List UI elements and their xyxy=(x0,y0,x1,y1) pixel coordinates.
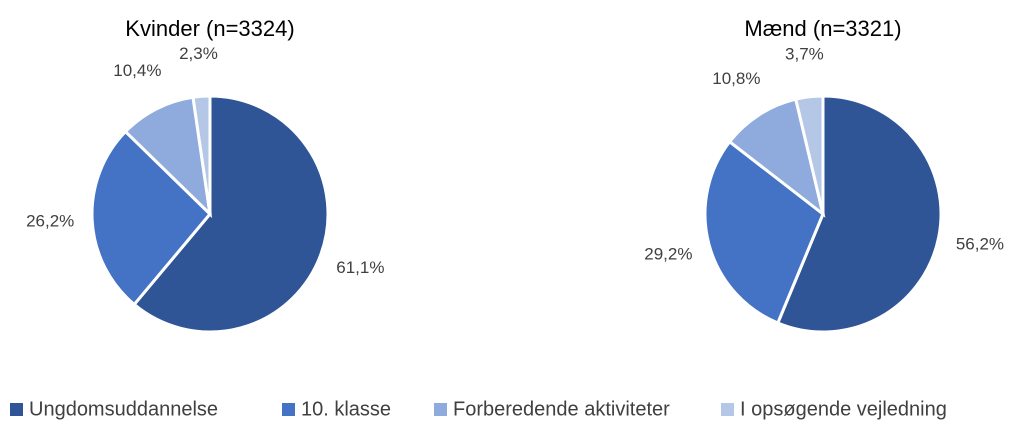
chart-title: Kvinder (n=3324) xyxy=(125,16,294,41)
pie-slice xyxy=(727,97,826,218)
data-label: 56,2% xyxy=(956,235,1004,254)
pie-slice xyxy=(775,94,943,334)
legend-label: Forberedende aktiviteter xyxy=(453,398,670,420)
pie-slice xyxy=(793,94,825,215)
legend-label: I opsøgende vejledning xyxy=(740,398,947,420)
data-label: 26,2% xyxy=(26,212,74,231)
pie-slice xyxy=(132,94,330,334)
legend-swatch xyxy=(721,403,734,416)
data-label: 2,3% xyxy=(179,44,218,63)
data-label: 3,7% xyxy=(785,45,824,64)
pie-slice xyxy=(90,129,213,307)
data-label: 29,2% xyxy=(644,245,692,264)
data-label: 10,4% xyxy=(113,61,161,80)
pie-slice xyxy=(191,94,212,215)
chart-title: Mænd (n=3321) xyxy=(744,16,901,41)
pie-slice xyxy=(703,139,825,325)
legend-swatch xyxy=(282,403,295,416)
legend-swatch xyxy=(10,403,23,416)
legend-swatch xyxy=(434,403,447,416)
legend-label: 10. klasse xyxy=(301,398,391,420)
data-label: 61,1% xyxy=(336,258,384,277)
legend-label: Ungdomsuddannelse xyxy=(29,398,218,420)
data-label: 10,8% xyxy=(712,69,760,88)
